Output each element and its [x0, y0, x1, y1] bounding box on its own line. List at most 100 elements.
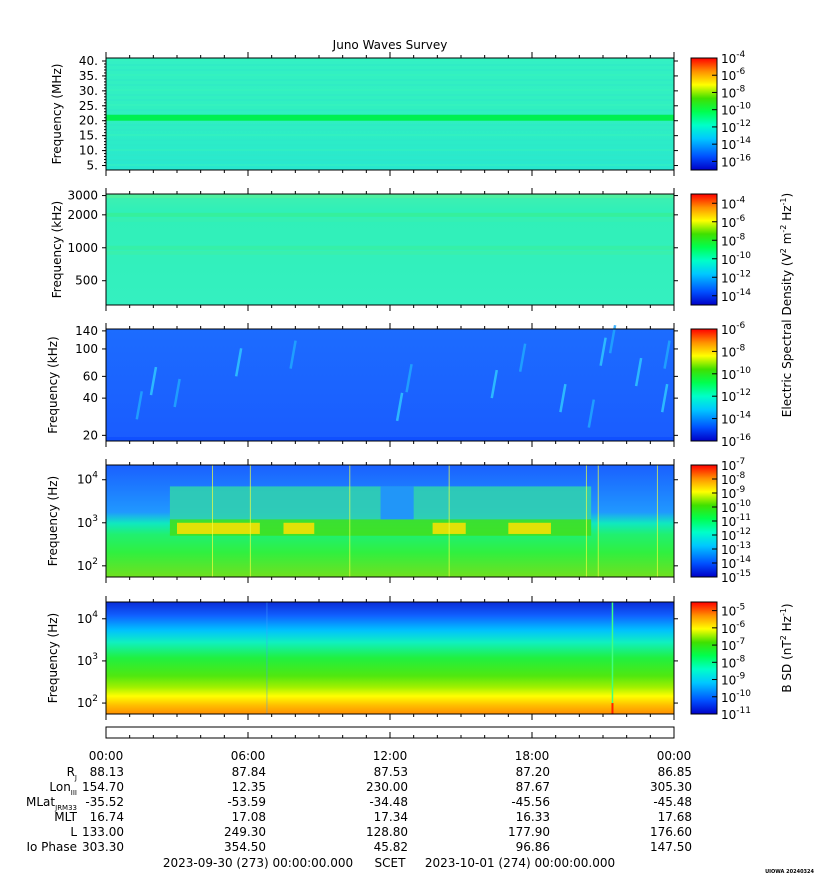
- watermark: UIOWA 20240324: [765, 869, 814, 875]
- colorbar-gradient: [691, 329, 717, 441]
- y-tick-label: 5.: [87, 159, 98, 173]
- radio-burst: [395, 392, 404, 422]
- y-tick-label: 102: [77, 694, 98, 710]
- spectrogram-background: [106, 602, 674, 714]
- colorbar-tick-label: 10-12: [721, 269, 751, 285]
- intense-emission: [508, 522, 551, 534]
- footer-start-time: 2023-09-30 (273) 00:00:00.000: [163, 856, 353, 870]
- colorbar-tick-label: 10-14: [721, 411, 751, 427]
- ephemeris-value: 133.00: [82, 825, 124, 839]
- y-tick-label: 25.: [79, 99, 98, 113]
- ephemeris-value: 303.30: [82, 840, 124, 854]
- y-axis-label: Frequency (MHz): [50, 64, 64, 165]
- ephemeris-value: -35.52: [85, 795, 124, 809]
- ephemeris-value: 17.68: [658, 810, 692, 824]
- ephemeris-value: 16.33: [516, 810, 550, 824]
- colorbar-4: 10-710-810-910-1010-1110-1210-1310-1410-…: [690, 457, 751, 585]
- colorbar-tick-label: 10-10: [721, 251, 751, 267]
- colorbar-tick-label: 10-16: [721, 433, 751, 449]
- y-tick-label: 104: [77, 471, 98, 487]
- colorbar-tick-label: 10-14: [721, 555, 751, 571]
- colorbar-tick-label: 10-9: [721, 672, 746, 688]
- y-tick-label: 103: [77, 514, 98, 530]
- radio-burst: [559, 383, 567, 413]
- radio-burst: [135, 391, 143, 420]
- colorbar-tick-label: 10-7: [721, 637, 745, 653]
- spectrogram-panel-5: 104 103 102 Frequency (Hz): [46, 596, 678, 720]
- emission-band: [106, 245, 674, 250]
- spectrogram-floor: [106, 437, 674, 441]
- y-tick-label: 140: [75, 324, 98, 338]
- radio-burst: [490, 369, 498, 399]
- colorbar-tick-label: 10-14: [721, 136, 751, 152]
- time-axis: 00:00 06:00 12:00 18:00 00:00: [89, 726, 691, 763]
- ephemeris-value: -34.48: [369, 795, 408, 809]
- spectrogram-panel-1: 40.35.30.25.20.15.10.5. Frequency (MHz): [50, 52, 678, 176]
- y-tick-label: 40: [83, 391, 98, 405]
- colorbar-tick-label: 10-8: [721, 471, 746, 487]
- footer-end-time: 2023-10-01 (274) 00:00:00.000: [425, 856, 615, 870]
- ephemeris-value: 305.30: [650, 780, 692, 794]
- ephemeris-value: 249.30: [224, 825, 266, 839]
- emission-band: [106, 212, 674, 217]
- ephemeris-value: 86.85: [658, 765, 692, 779]
- footer-scet: SCET: [375, 856, 407, 870]
- emission-band: [106, 114, 674, 121]
- colorbar-tick-label: 10-7: [721, 457, 745, 473]
- x-tick-label: 18:00: [515, 749, 550, 763]
- colorbar-tick-label: 10-9: [721, 485, 746, 501]
- y-axis-label: Frequency (kHz): [50, 201, 64, 298]
- ephemeris-value: 147.50: [650, 840, 692, 854]
- radio-burst: [149, 366, 158, 396]
- radio-burst: [234, 348, 243, 377]
- colorbar-tick-label: 10-10: [721, 102, 751, 118]
- ephemeris-label: MLT: [54, 810, 77, 824]
- y-tick-label: 35.: [79, 69, 98, 83]
- colorbars: 10-410-610-810-1010-1210-1410-1610-410-6…: [690, 50, 751, 722]
- colorbar-tick-label: 10-8: [721, 343, 746, 359]
- radio-burst: [518, 343, 527, 372]
- colorbar-tick-label: 10-10: [721, 366, 751, 382]
- x-tick-label: 06:00: [231, 749, 266, 763]
- ephemeris-value: 96.86: [516, 840, 550, 854]
- y-tick-label: 30.: [79, 84, 98, 98]
- y-axis-label: Frequency (kHz): [46, 336, 60, 433]
- colorbar-tick-label: 10-13: [721, 541, 751, 557]
- emission-gap: [380, 486, 414, 520]
- colorbar-tick-label: 10-12: [721, 527, 751, 543]
- spectrogram-background: [106, 58, 674, 170]
- radio-burst: [634, 357, 643, 387]
- colorbar-tick-label: 10-12: [721, 388, 751, 404]
- y-tick-label: 10.: [79, 144, 98, 158]
- colorbar-tick-label: 10-6: [721, 67, 746, 83]
- y-tick-label: 20: [83, 428, 98, 442]
- ephemeris-label: MLatJRM33: [26, 795, 77, 812]
- colorbar-tick-label: 10-10: [721, 499, 751, 515]
- ephemeris-label: L: [70, 825, 77, 839]
- colorbar-3: 10-6 10-8 10-10 10-12 10-14 10-16: [690, 321, 751, 449]
- ephemeris-value: 87.67: [516, 780, 550, 794]
- colorbar-gradient: [691, 58, 717, 170]
- ephemeris-value: 17.08: [232, 810, 266, 824]
- electric-colorbar-label: Electric Spectral Density (V2 m-2 Hz-1): [779, 193, 794, 417]
- ephemeris-value: 154.70: [82, 780, 124, 794]
- colorbar-tick-label: 10-16: [721, 153, 751, 169]
- radio-burst: [599, 337, 607, 366]
- colorbar-frame: [690, 57, 718, 171]
- ephemeris-value: 230.00: [366, 780, 408, 794]
- ephemeris-value: 87.84: [232, 765, 266, 779]
- spectrogram-background: [106, 329, 674, 441]
- colorbar-tick-label: 10-6: [721, 321, 746, 337]
- colorbar-tick-label: 10-11: [721, 513, 751, 529]
- colorbar-tick-label: 10-11: [721, 706, 751, 722]
- y-axis-label: Frequency (Hz): [46, 476, 60, 567]
- radio-burst: [660, 383, 669, 413]
- ephemeris-label: LonIII: [49, 780, 77, 797]
- colorbar-tick-label: 10-4: [721, 50, 746, 66]
- colorbar-tick-label: 10-12: [721, 119, 751, 135]
- radio-burst: [608, 324, 617, 354]
- ephemeris-table: RJ 88.13 87.84 87.53 87.20 86.85 LonIII 154.70 1…: [26, 765, 692, 854]
- colorbar-tick-label: 10-8: [721, 232, 746, 248]
